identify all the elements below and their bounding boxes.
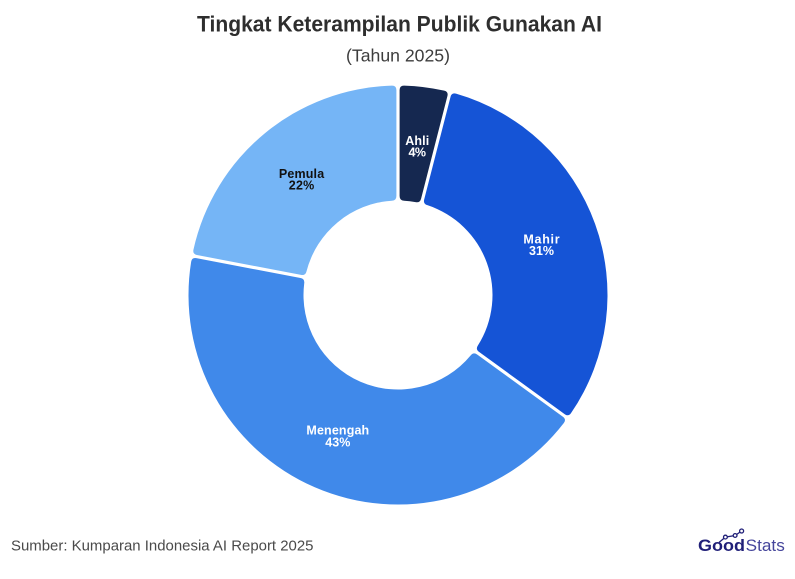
- svg-text:22%: 22%: [289, 179, 314, 193]
- svg-text:Stats: Stats: [746, 536, 785, 555]
- svg-text:Pemula: Pemula: [279, 167, 325, 181]
- svg-text:Ahli: Ahli: [405, 134, 429, 148]
- svg-text:Sumber: Kumparan Indonesia AI: Sumber: Kumparan Indonesia AI Report 202…: [11, 538, 314, 555]
- svg-text:Mahir: Mahir: [523, 233, 559, 247]
- svg-text:Good: Good: [698, 536, 745, 555]
- svg-text:Tingkat Keterampilan Publik Gu: Tingkat Keterampilan Publik Gunakan AI: [197, 12, 602, 37]
- svg-text:(Tahun 2025): (Tahun 2025): [346, 46, 450, 66]
- svg-text:31%: 31%: [529, 244, 554, 258]
- svg-text:4%: 4%: [408, 145, 426, 159]
- svg-text:Menengah: Menengah: [306, 424, 369, 438]
- svg-text:43%: 43%: [325, 435, 350, 449]
